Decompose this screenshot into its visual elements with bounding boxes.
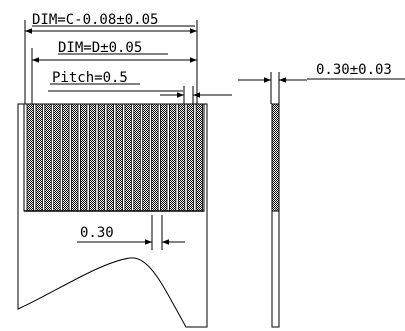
contact-finger [71,103,79,212]
pitch-label: Pitch=0.5 [52,70,128,86]
contact-finger [142,103,150,212]
contact-finger [88,103,97,212]
contact-finger [168,103,177,212]
contact-finger [195,103,204,212]
side-view-plated [271,103,280,212]
contact-finger [44,103,52,212]
contact-finger [97,103,106,212]
dim-d-label: DIM=D±0.05 [58,40,142,56]
side-view-body [271,210,280,328]
contact-finger [160,103,168,212]
contact-finger [53,103,61,212]
dim-c-label: DIM=C-0.08±0.05 [32,12,158,28]
contact-finger [124,103,132,212]
contact-finger [133,103,141,212]
contact-finger [177,103,186,212]
contact-finger [26,103,34,212]
contact-finger [115,103,123,212]
contact-finger [80,103,88,212]
stiffener-gap-label: 0.30 [80,225,114,241]
contact-fingers [26,103,204,212]
contact-finger [151,103,159,212]
contact-finger [35,103,43,212]
contact-finger [62,103,70,212]
contact-finger [106,103,114,212]
contact-finger [186,103,195,212]
thickness-label: 0.30±0.03 [316,62,392,78]
